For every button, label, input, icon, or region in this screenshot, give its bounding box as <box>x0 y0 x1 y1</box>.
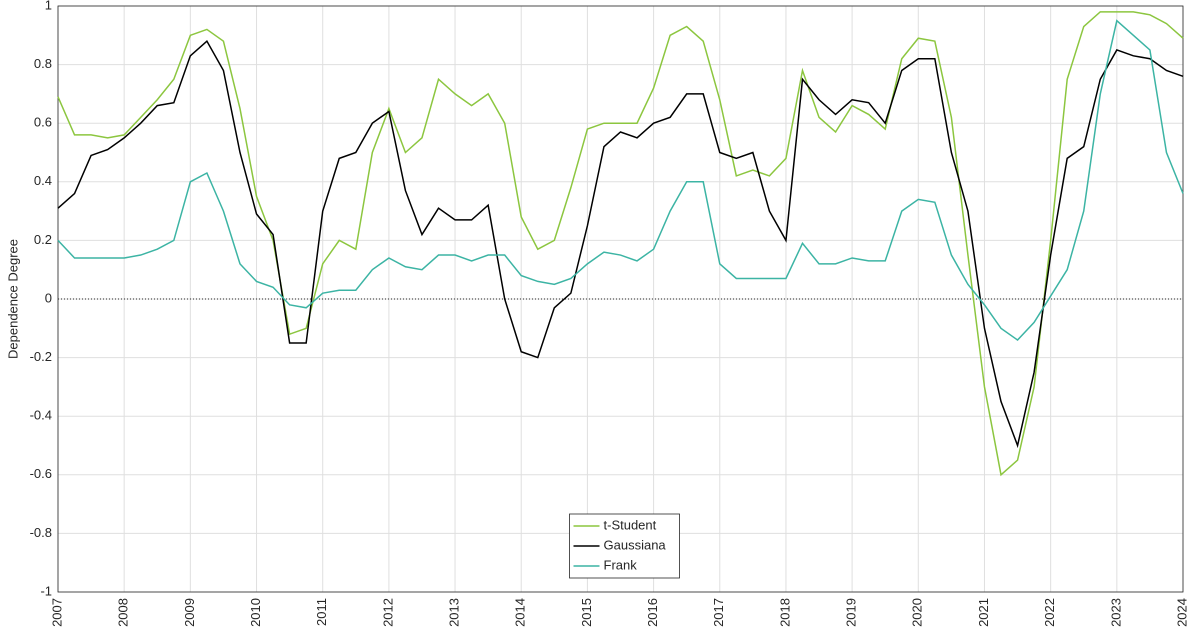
series-line <box>57 11 1184 477</box>
x-tick-label: 2016 <box>645 598 660 627</box>
legend-label: Gaussiana <box>604 537 667 552</box>
x-tick-label: 2012 <box>380 598 395 627</box>
y-tick-label: -0.2 <box>30 349 52 364</box>
x-tick-label: 2022 <box>1042 598 1057 627</box>
legend-label: t-Student <box>604 517 657 532</box>
y-tick-label: -0.8 <box>30 525 52 540</box>
x-tick-label: 2023 <box>1108 598 1123 627</box>
y-tick-label: 0.6 <box>34 115 52 130</box>
y-tick-label: 0.8 <box>34 56 52 71</box>
y-tick-label: 0.4 <box>34 173 52 188</box>
x-tick-label: 2024 <box>1174 598 1189 627</box>
y-tick-label: 0 <box>45 290 52 305</box>
y-tick-label: -0.4 <box>30 408 52 423</box>
x-tick-label: 2020 <box>910 598 925 627</box>
series-line <box>57 39 1184 449</box>
x-tick-label: 2021 <box>976 598 991 627</box>
x-tick-label: 2008 <box>116 598 131 627</box>
x-tick-label: 2009 <box>182 598 197 627</box>
series-line <box>57 19 1184 342</box>
y-tick-label: -0.6 <box>30 466 52 481</box>
y-axis-label: Dependence Degree <box>5 239 20 359</box>
y-tick-label: -1 <box>40 583 52 598</box>
x-tick-label: 2010 <box>248 598 263 627</box>
x-tick-label: 2013 <box>446 598 461 627</box>
x-tick-label: 2007 <box>49 598 64 627</box>
x-tick-label: 2014 <box>513 598 528 627</box>
x-tick-label: 2019 <box>844 598 859 627</box>
legend-label: Frank <box>604 557 638 572</box>
x-tick-label: 2015 <box>579 598 594 627</box>
x-tick-label: 2018 <box>777 598 792 627</box>
y-tick-label: 1 <box>45 0 52 12</box>
y-tick-label: 0.2 <box>34 232 52 247</box>
x-tick-label: 2017 <box>711 598 726 627</box>
x-tick-label: 2011 <box>314 598 329 626</box>
